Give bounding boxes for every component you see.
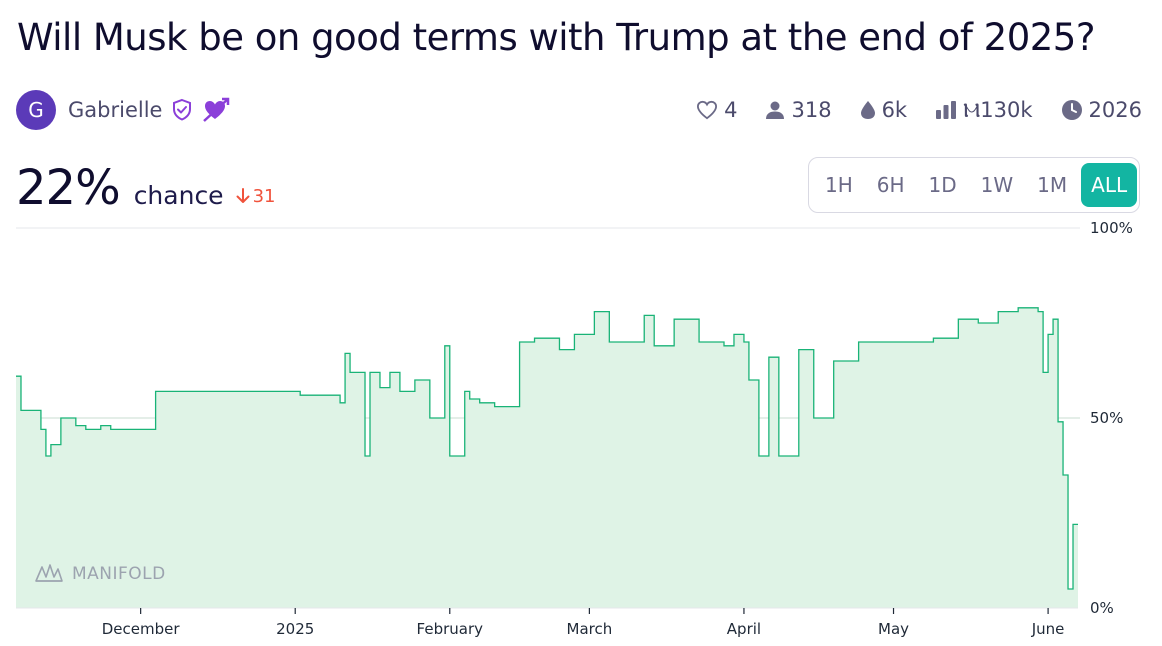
arrow-down-icon bbox=[236, 188, 250, 203]
probability-value: 22% bbox=[16, 160, 121, 216]
liquidity-amount: 6k bbox=[881, 98, 908, 122]
volume-amount: Ⲙ130k bbox=[963, 97, 1033, 122]
y-tick-label: 100% bbox=[1090, 219, 1133, 237]
liquidity-stat[interactable]: 6k bbox=[860, 98, 908, 122]
x-tick-label: April bbox=[727, 620, 761, 638]
x-tick-label: February bbox=[417, 620, 484, 638]
shield-check-icon bbox=[170, 98, 194, 122]
clock-icon bbox=[1061, 100, 1082, 120]
range-1d-button[interactable]: 1D bbox=[928, 173, 957, 197]
x-tick-label: March bbox=[567, 620, 613, 638]
y-tick-label: 0% bbox=[1090, 599, 1114, 617]
market-stats: 4 318 6k Ⲙ130k 2026 bbox=[696, 93, 1142, 127]
close-year: 2026 bbox=[1088, 98, 1142, 122]
probability-chart[interactable]: December 2025 February March April May June 100… bbox=[0, 215, 1162, 646]
y-tick-label: 50% bbox=[1090, 409, 1123, 427]
author-name[interactable]: Gabrielle bbox=[68, 98, 163, 122]
droplet-icon bbox=[860, 101, 875, 119]
x-tick-label: June bbox=[1031, 620, 1065, 638]
close-date-stat[interactable]: 2026 bbox=[1061, 98, 1142, 122]
traders-count: 318 bbox=[791, 98, 832, 122]
manifold-watermark: MANIFOLD bbox=[34, 563, 166, 585]
watermark-text: MANIFOLD bbox=[72, 564, 166, 584]
heart-icon bbox=[697, 100, 718, 120]
probability-change-value: 31 bbox=[252, 185, 276, 207]
probability-change: 31 bbox=[236, 185, 276, 207]
probability-area bbox=[16, 307, 1078, 608]
likes-stat[interactable]: 4 bbox=[696, 98, 737, 122]
user-icon bbox=[766, 101, 785, 119]
x-tick-label: 2025 bbox=[276, 620, 314, 638]
page-title: Will Musk be on good terms with Trump at… bbox=[17, 16, 1095, 59]
traders-stat[interactable]: 318 bbox=[765, 98, 832, 122]
x-tick-label: May bbox=[878, 620, 909, 638]
range-1m-button[interactable]: 1M bbox=[1037, 173, 1068, 197]
likes-count: 4 bbox=[724, 98, 738, 122]
author-row: G Gabrielle bbox=[16, 90, 230, 130]
manifold-logo-icon bbox=[35, 564, 63, 582]
probability-line bbox=[16, 307, 1078, 590]
heart-arrow-icon bbox=[202, 97, 230, 123]
range-6h-button[interactable]: 6H bbox=[876, 173, 905, 197]
range-1w-button[interactable]: 1W bbox=[980, 173, 1014, 197]
probability-display: 22% chance 31 bbox=[16, 160, 275, 216]
range-1h-button[interactable]: 1H bbox=[825, 173, 853, 197]
bar-chart-icon bbox=[936, 101, 957, 119]
volume-stat[interactable]: Ⲙ130k bbox=[935, 97, 1033, 123]
probability-label: chance bbox=[133, 181, 224, 210]
range-all-button[interactable]: ALL bbox=[1081, 163, 1138, 207]
time-range-selector: 1H 6H 1D 1W 1M ALL bbox=[808, 157, 1140, 213]
x-tick-label: December bbox=[102, 620, 181, 638]
avatar[interactable]: G bbox=[16, 90, 56, 130]
